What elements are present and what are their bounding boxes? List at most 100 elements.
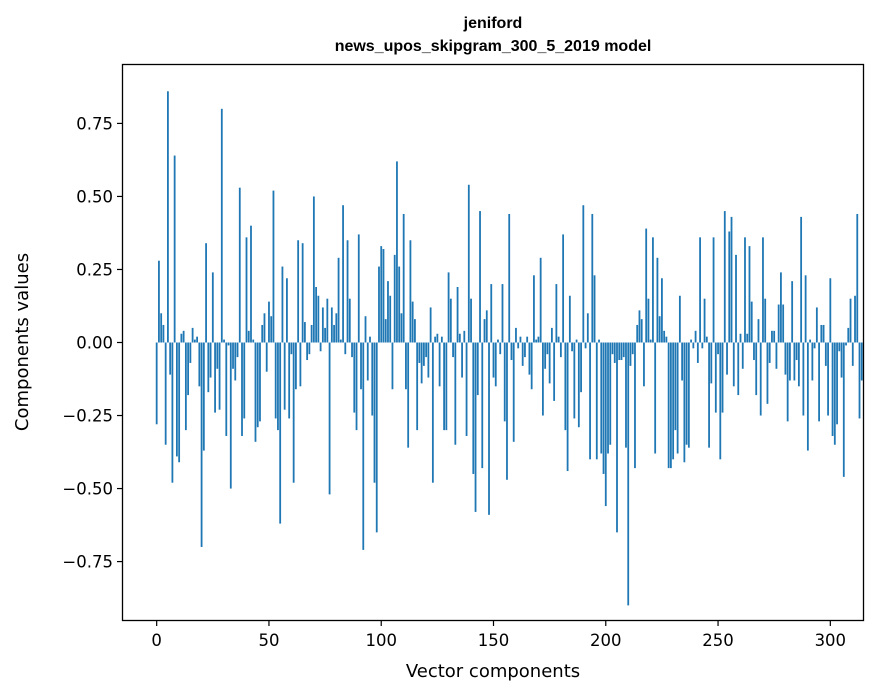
bar — [440, 336, 443, 343]
bar — [573, 342, 576, 419]
bar — [499, 342, 502, 355]
bar — [335, 313, 338, 343]
bar — [414, 319, 416, 343]
bar — [312, 196, 315, 343]
bar — [425, 342, 428, 358]
bar — [508, 213, 511, 343]
bar — [458, 333, 461, 343]
bar — [351, 342, 353, 358]
bar — [782, 304, 785, 343]
bar — [755, 342, 758, 396]
bar — [685, 342, 688, 445]
bar — [683, 342, 686, 463]
bar — [575, 339, 578, 343]
bar — [694, 330, 697, 343]
bar — [795, 342, 798, 361]
bar — [838, 342, 841, 352]
bar — [658, 316, 661, 343]
bar — [517, 342, 520, 349]
bar — [820, 324, 823, 343]
x-tick-label: 50 — [258, 631, 279, 650]
bar — [449, 298, 452, 343]
bar — [533, 275, 535, 343]
bar — [831, 342, 834, 436]
bar — [793, 342, 796, 381]
bar — [232, 342, 234, 369]
bar — [420, 342, 423, 384]
bar — [178, 342, 181, 463]
bar — [544, 342, 547, 369]
bar — [701, 342, 704, 349]
bar — [416, 342, 419, 431]
bar — [272, 190, 275, 343]
bar — [723, 211, 726, 343]
bar — [829, 278, 832, 343]
x-axis-ticks: 0 50 100 150 200 250 300 — [151, 620, 846, 650]
bar — [355, 342, 358, 431]
bar — [791, 281, 794, 343]
x-tick-label: 150 — [478, 631, 510, 650]
bar — [205, 243, 207, 343]
bar — [479, 211, 481, 343]
bar — [227, 342, 230, 346]
bar — [609, 342, 612, 445]
bar — [741, 342, 744, 369]
bar — [699, 237, 701, 343]
bar — [371, 342, 374, 416]
bar — [786, 342, 789, 422]
bar — [158, 260, 160, 343]
bar — [488, 342, 490, 515]
bar — [550, 327, 553, 343]
bar — [789, 342, 791, 381]
bar — [167, 91, 169, 343]
bar — [321, 307, 324, 343]
bar — [726, 342, 728, 375]
bar — [631, 342, 634, 355]
bar — [571, 342, 573, 352]
bar — [402, 213, 405, 343]
bar — [582, 205, 585, 343]
bar — [175, 342, 178, 457]
bar — [353, 342, 356, 413]
bar — [577, 342, 580, 428]
bar — [259, 342, 261, 422]
bar — [288, 342, 291, 419]
bar — [721, 342, 724, 413]
bar — [328, 342, 331, 495]
bar — [467, 184, 470, 343]
bar — [360, 342, 362, 390]
bar — [254, 342, 257, 442]
x-axis-label: Vector components — [406, 661, 580, 682]
bar — [811, 342, 814, 381]
bar — [184, 342, 187, 431]
bar — [270, 316, 273, 343]
bar — [836, 342, 838, 425]
bar — [806, 342, 809, 451]
bar — [804, 275, 807, 343]
x-tick-label: 250 — [702, 631, 734, 650]
bar — [236, 342, 239, 358]
bar — [211, 272, 214, 343]
bar — [824, 342, 827, 366]
bar — [281, 266, 284, 343]
bar — [813, 342, 816, 349]
bar — [238, 187, 241, 343]
bar — [299, 342, 302, 387]
bar — [687, 342, 690, 448]
bar — [396, 161, 398, 343]
bar — [530, 342, 533, 390]
bar — [393, 254, 396, 343]
bar — [681, 342, 684, 381]
bar — [562, 234, 565, 343]
bar — [710, 342, 713, 384]
bar — [503, 342, 506, 422]
bar — [483, 319, 486, 343]
bar — [775, 342, 778, 369]
bar — [748, 246, 751, 343]
bar — [308, 342, 311, 355]
bar — [164, 342, 167, 445]
bar — [218, 342, 221, 410]
bar — [193, 339, 196, 343]
chart-title-line-1: jeniford — [463, 15, 523, 32]
